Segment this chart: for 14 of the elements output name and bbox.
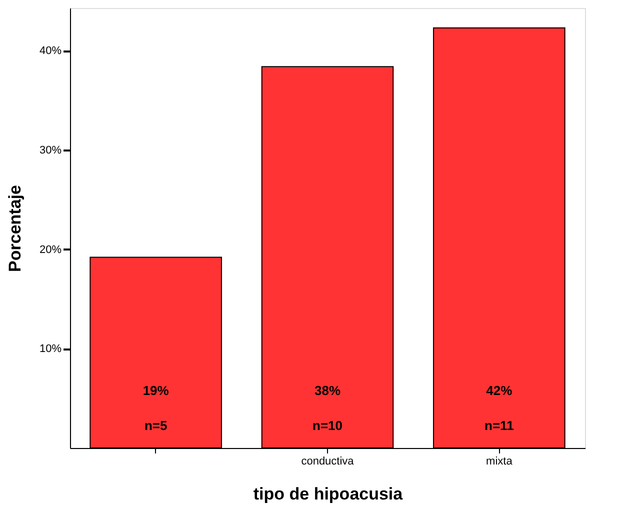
y-tick-label: 40%	[39, 45, 62, 58]
y-tick-label: 10%	[39, 343, 62, 356]
data-label: 42%	[486, 383, 513, 398]
y-tick-label: 20%	[39, 244, 62, 256]
annotation: n=11	[484, 418, 514, 433]
annotation: n=10	[312, 418, 342, 433]
y-tick-label: 30%	[39, 144, 62, 157]
x-tick-label: mixta	[486, 456, 514, 468]
y-axis-title: Porcentaje	[5, 185, 24, 272]
x-tick-label: conductiva	[301, 456, 355, 468]
x-axis-title: tipo de hipoacusia	[253, 484, 404, 504]
data-label: 38%	[314, 383, 341, 398]
data-label: 19%	[142, 383, 170, 398]
annotation: n=5	[144, 418, 168, 433]
